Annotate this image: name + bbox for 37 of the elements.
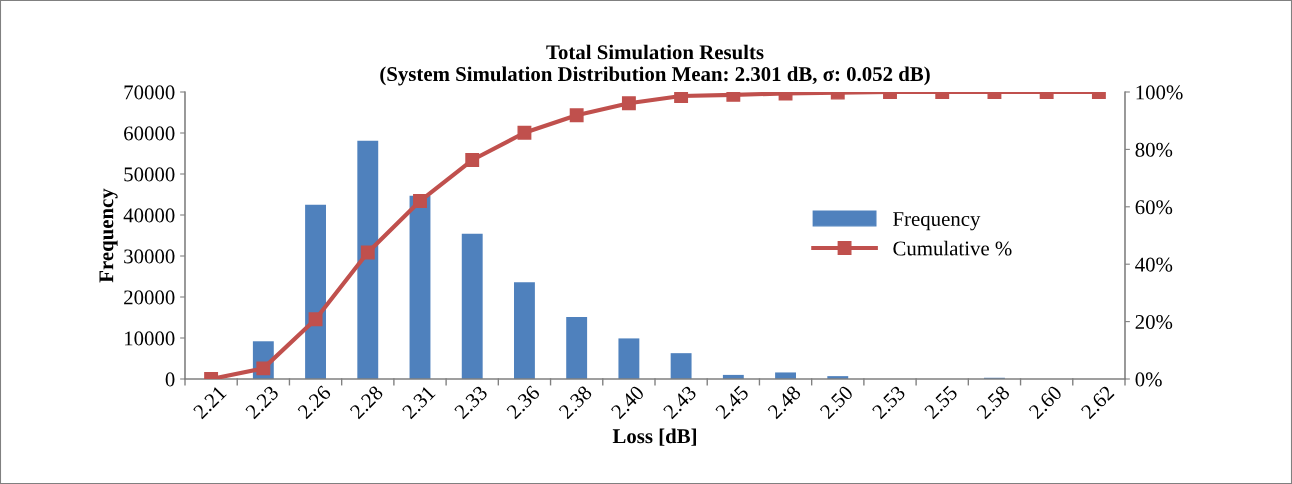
y-tick-label: 20000 — [124, 290, 175, 305]
y2-tick-label: 80% — [1135, 142, 1173, 157]
legend-label: Frequency — [893, 212, 981, 231]
x-tick-label: 2.28 — [349, 384, 384, 420]
y-axis-title: Frequency — [99, 188, 118, 283]
y-tick-label: 70000 — [124, 85, 175, 100]
x-tick-label: 2.48 — [767, 384, 802, 420]
x-tick-label: 2.50 — [819, 384, 854, 420]
x-tick-label: 2.23 — [244, 384, 280, 420]
x-tick-label: 2.26 — [297, 384, 332, 420]
x-tick-label: 2.55 — [923, 384, 959, 420]
x-tick-label: 2.62 — [1080, 385, 1115, 420]
x-tick-label: 2.21 — [192, 385, 227, 420]
x-tick-label: 2.58 — [975, 384, 1011, 420]
y2-tick-label: 100% — [1136, 85, 1183, 100]
y-tick-label: 60000 — [124, 126, 175, 141]
x-tick-label: 2.40 — [610, 384, 645, 420]
x-tick-label: 2.36 — [505, 384, 541, 420]
x-tick-label: 2.60 — [1028, 384, 1063, 420]
x-tick-label: 2.53 — [871, 384, 907, 420]
x-axis-title: Loss [dB] — [612, 428, 696, 446]
x-tick-label: 2.38 — [558, 384, 593, 420]
y2-tick-label: 40% — [1135, 257, 1173, 272]
y-tick-label: 40000 — [123, 208, 175, 223]
x-tick-label: 2.33 — [453, 384, 489, 420]
x-tick-label: 2.31 — [401, 385, 436, 420]
y-tick-label: 50000 — [124, 167, 175, 182]
legend-label: Cumulative % — [893, 240, 1012, 256]
x-tick-label: 2.43 — [662, 384, 698, 420]
y-tick-label: 30000 — [124, 249, 175, 264]
chart-title: Total Simulation Results (System Simulation Distribution Mean: 2.301 dB, σ: 0.052 dB) — [380, 44, 930, 86]
y2-tick-label: 0% — [1135, 372, 1162, 387]
y2-tick-label: 60% — [1135, 200, 1173, 215]
y2-tick-label: 20% — [1135, 314, 1173, 330]
x-tick-label: 2.45 — [714, 384, 750, 420]
y-tick-label: 0 — [165, 372, 175, 387]
y-tick-label: 10000 — [125, 331, 175, 346]
